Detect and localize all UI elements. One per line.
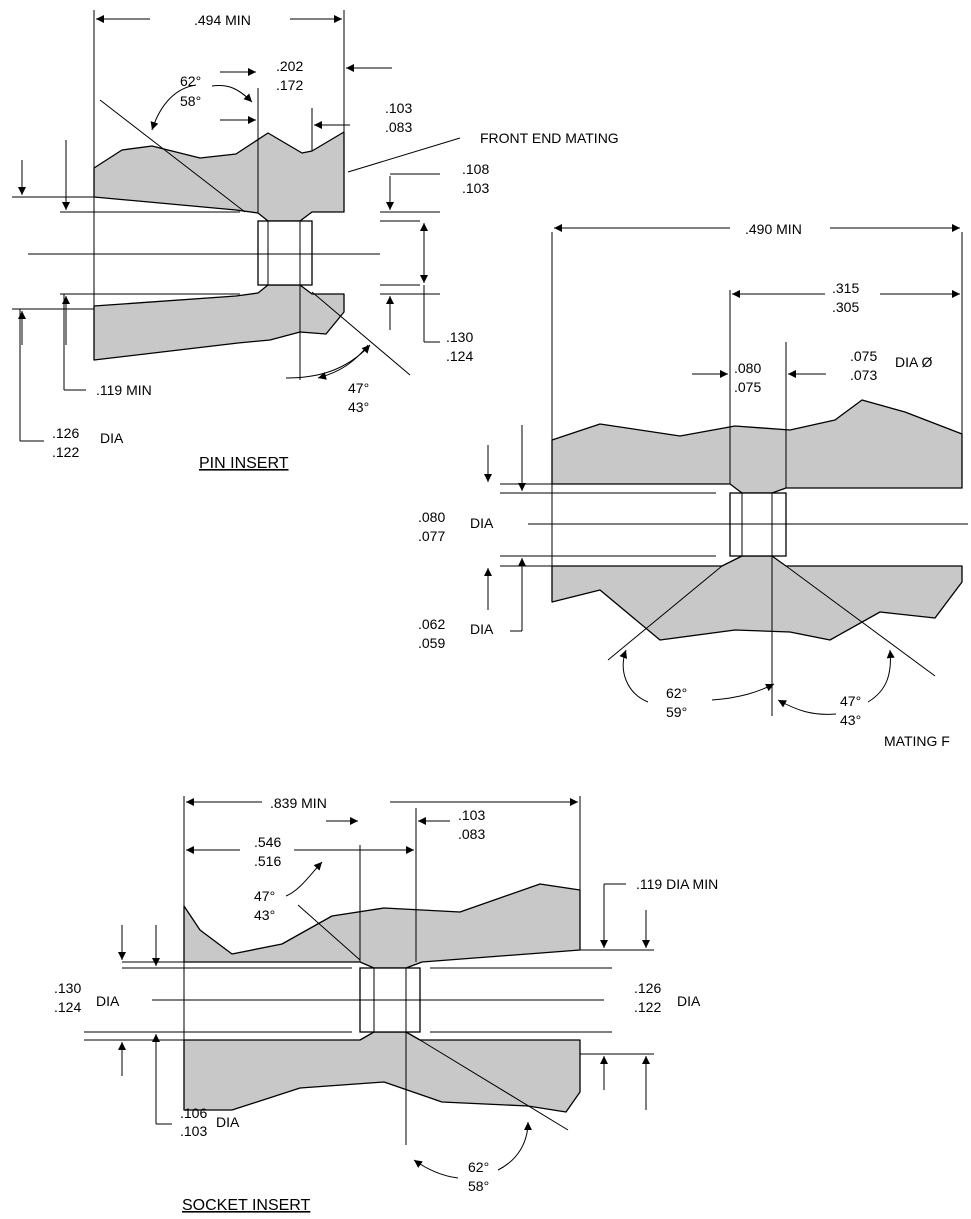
pin-rear-bore-min-label: .119 MIN — [96, 382, 152, 398]
socket-upper-angle-min: 43° — [254, 907, 275, 923]
pin-od-min: .122 — [52, 444, 79, 460]
pin-angle-max: 62° — [180, 73, 201, 89]
pin-bore-large-max: .130 — [446, 329, 473, 345]
socket-land-position-max: .546 — [254, 834, 281, 850]
socket-upper-angle-max: 47° — [254, 888, 275, 904]
socket-insert-title: SOCKET INSERT — [182, 1197, 311, 1214]
center-bore-dia-min: .077 — [418, 528, 445, 544]
pin-rear-angle-max: 47° — [348, 380, 369, 396]
center-insert-lower-body — [551, 555, 963, 641]
center-land-length-max: .080 — [734, 360, 761, 376]
socket-inner-bore-suffix: DIA — [216, 1114, 240, 1130]
socket-right-bore-suffix: DIA — [677, 993, 701, 1009]
center-land-position-max: .315 — [832, 280, 859, 296]
socket-insert-lower-body — [183, 1031, 581, 1113]
socket-inner-bore-max: .106 — [180, 1105, 207, 1121]
pin-bore-small-max: .108 — [462, 161, 489, 177]
socket-right-bore-max: .126 — [634, 980, 661, 996]
pin-insert-view: .494 MIN 62° 58° .202 .172 .103 .083 FRO… — [12, 10, 619, 472]
center-land-dia-max: .075 — [850, 348, 877, 364]
socket-insert-view: .839 MIN .103 .083 .546 .516 47° 43° .11… — [54, 795, 718, 1214]
pin-od-max: .126 — [52, 425, 79, 441]
socket-inner-bore-min: .103 — [180, 1123, 207, 1139]
socket-right-bore-min: .122 — [634, 999, 661, 1015]
center-insert-view: .490 MIN .315 .305 .080 .075 .075 .073 D… — [418, 221, 968, 749]
center-left-angle-min: 59° — [666, 704, 687, 720]
socket-counterbore-min: .083 — [458, 826, 485, 842]
pin-overall-length-label: .494 MIN — [194, 12, 251, 28]
pin-insert-lower-body — [93, 284, 345, 361]
center-insert-upper-body — [551, 399, 963, 494]
pin-bore-small-min: .103 — [462, 180, 489, 196]
front-end-mating-label: FRONT END MATING — [480, 130, 619, 146]
pin-od-suffix: DIA — [100, 430, 124, 446]
center-inner-dia-min: .059 — [418, 635, 445, 651]
center-land-dia-suffix: DIA Ø — [895, 354, 932, 370]
socket-land-position-min: .516 — [254, 853, 281, 869]
socket-insert-upper-shape — [183, 883, 581, 969]
pin-insert-title: PIN INSERT — [199, 455, 289, 472]
center-land-dia-min: .073 — [850, 367, 877, 383]
center-right-angle-min: 43° — [840, 712, 861, 728]
pin-land-length-min: .172 — [276, 77, 303, 93]
center-inner-dia-max: .062 — [418, 616, 445, 632]
pin-counterbore-max: .103 — [385, 100, 412, 116]
center-bore-dia-max: .080 — [418, 509, 445, 525]
pin-counterbore-min: .083 — [385, 119, 412, 135]
center-overall-length-label: .490 MIN — [745, 221, 802, 237]
socket-left-bore-suffix: DIA — [96, 993, 120, 1009]
pin-angle-min: 58° — [180, 93, 201, 109]
pin-insert-upper-body — [93, 131, 345, 222]
socket-overall-length-label: .839 MIN — [270, 795, 327, 811]
center-left-angle-max: 62° — [666, 685, 687, 701]
center-bore-dia-suffix: DIA — [470, 515, 494, 531]
pin-bore-large-min: .124 — [446, 348, 473, 364]
socket-lower-angle-max: 62° — [468, 1159, 489, 1175]
center-inner-dia-suffix: DIA — [470, 621, 494, 637]
pin-land-length-max: .202 — [276, 58, 303, 74]
pin-insert-land-bore — [257, 220, 313, 286]
pin-rear-angle-min: 43° — [348, 399, 369, 415]
socket-left-bore-max: .130 — [54, 980, 81, 996]
mating-face-label: MATING F — [884, 733, 950, 749]
center-land-length-min: .075 — [734, 379, 761, 395]
center-land-position-min: .305 — [832, 299, 859, 315]
socket-left-bore-min: .124 — [54, 999, 81, 1015]
center-right-angle-max: 47° — [840, 693, 861, 709]
socket-lower-angle-min: 58° — [468, 1178, 489, 1194]
socket-counterbore-max: .103 — [458, 807, 485, 823]
socket-rear-bore-min-label: .119 DIA MIN — [636, 876, 718, 892]
